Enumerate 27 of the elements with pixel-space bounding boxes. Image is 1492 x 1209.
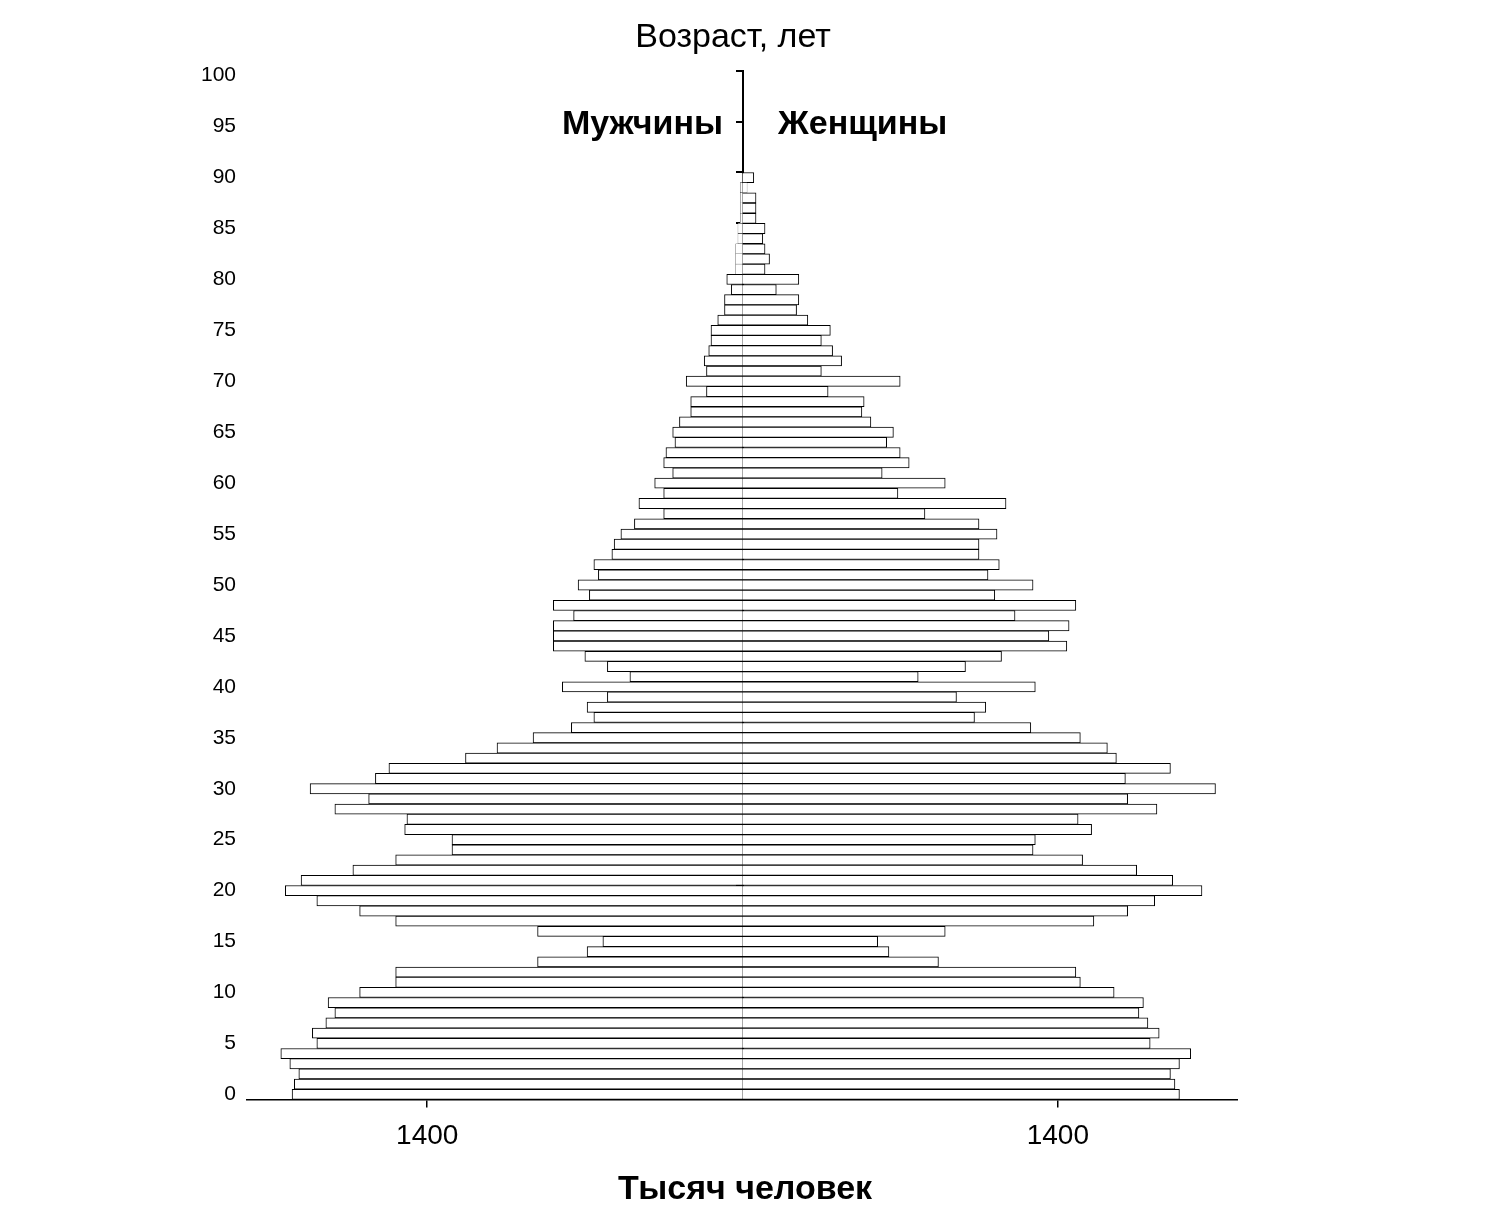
y-tick-label: 45 bbox=[212, 622, 237, 646]
y-tick-label: 30 bbox=[212, 775, 237, 799]
y-tick-label: 60 bbox=[212, 469, 237, 493]
y-tick-label: 50 bbox=[212, 571, 237, 595]
y-tick-label: 65 bbox=[212, 419, 237, 442]
y-tick-label: 100 bbox=[200, 62, 237, 86]
series-label: Женщины bbox=[778, 103, 948, 142]
y-tick-label: 5 bbox=[224, 1030, 237, 1054]
y-tick-label: 70 bbox=[212, 368, 237, 392]
y-tick-label: 90 bbox=[212, 164, 237, 188]
y-axis-title: Возраст, лет bbox=[634, 16, 832, 55]
y-tick-label: 85 bbox=[212, 215, 237, 239]
y-tick-label: 20 bbox=[212, 877, 237, 901]
y-tick-label: 15 bbox=[212, 928, 237, 952]
y-tick-label: 75 bbox=[212, 317, 237, 341]
y-tick-label: 25 bbox=[212, 826, 237, 850]
y-tick-label: 80 bbox=[212, 266, 237, 290]
series-label: Мужчины bbox=[561, 103, 723, 142]
y-tick-label: 40 bbox=[212, 673, 237, 697]
x-tick-label: 1400 bbox=[396, 1118, 459, 1150]
x-axis-title: Тысяч человек bbox=[616, 1168, 874, 1207]
x-tick-label: 1400 bbox=[1026, 1118, 1089, 1150]
y-tick-label: 35 bbox=[212, 724, 237, 748]
y-tick-label: 0 bbox=[224, 1081, 237, 1105]
y-tick-label: 10 bbox=[212, 979, 237, 1003]
y-tick-label: 95 bbox=[212, 113, 237, 137]
y-tick-label: 55 bbox=[212, 520, 237, 544]
